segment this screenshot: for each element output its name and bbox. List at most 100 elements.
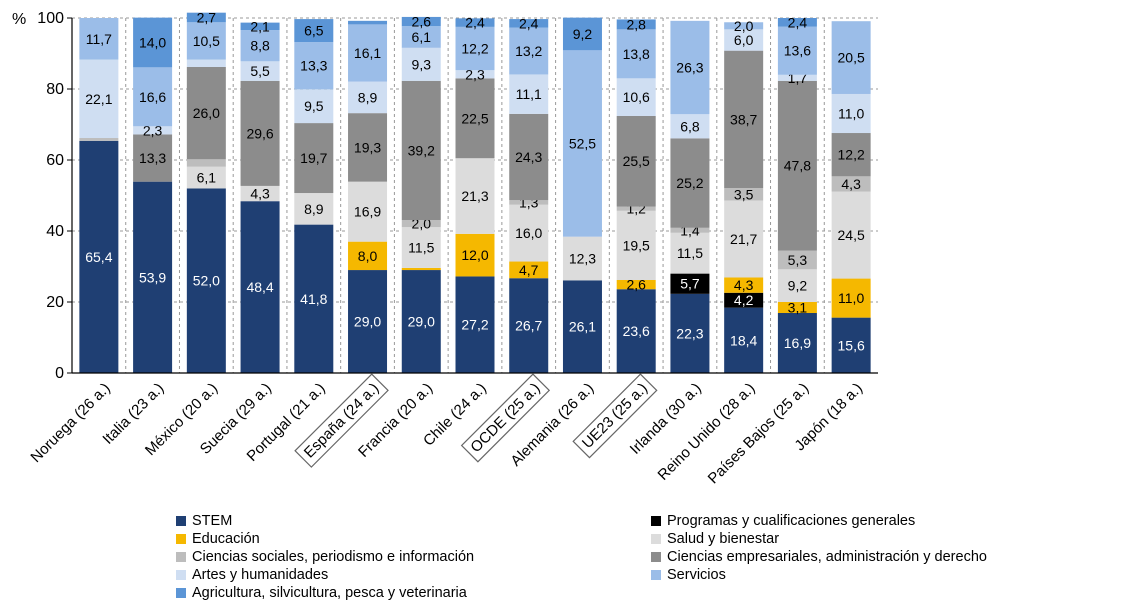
legend-label: STEM [192,513,233,529]
legend-swatch [651,516,661,526]
bar-segment [509,200,549,205]
legend-label: Ciencias empresariales, administración y… [667,549,987,565]
bar-segment [240,80,280,186]
y-tick-label: 60 [46,152,64,169]
x-category-label: Reino Unido (28 a.) [654,380,758,484]
data-label: 2,6 [626,277,646,293]
bar-segment [670,293,710,373]
bar-segment [670,20,710,115]
y-axis-unit-label: % [12,11,26,28]
bar-segment [724,22,764,30]
data-label: 12,3 [569,251,596,267]
data-label: 2,3 [143,122,163,138]
bar-segment [79,59,119,138]
bar-segment [133,134,173,182]
data-label: 10,6 [623,89,650,105]
bar-segment [186,66,226,160]
data-label: 16,1 [354,45,381,61]
bar-segment [670,232,710,274]
bar-segment [348,270,388,373]
bar-segment [455,18,495,27]
bar-segment [724,292,764,308]
legend-item: Ciencias sociales, periodismo e informac… [176,548,474,566]
y-tick-label: 100 [37,10,64,27]
data-label: 9,2 [788,278,808,294]
data-label: 5,5 [250,63,270,79]
bar-segment [79,137,119,141]
bar-segment [509,278,549,373]
bar-segment [455,276,495,373]
bar-segment [509,261,549,279]
data-label: 11,5 [677,245,703,261]
data-label: 4,3 [250,186,270,202]
bar-segment [348,81,388,114]
data-label: 22,1 [85,91,112,107]
bar-segment [294,19,334,43]
x-category-text: Países Bajos (25 a.) [705,380,813,488]
bar-segment [348,241,388,271]
data-label: 4,7 [519,262,539,278]
data-label: 2,6 [412,14,432,30]
data-label: 6,5 [304,23,324,39]
x-category-text: Reino Unido (28 a.) [654,380,758,484]
bar-segment [831,133,871,177]
bar-segment [616,279,656,290]
bar-segment [670,273,710,294]
bar-segment [348,181,388,242]
bar-segment [562,236,602,281]
bar-segment [240,30,280,62]
bar-segment [616,115,656,207]
legend-label: Artes y humanidades [192,567,329,583]
bar-segment [294,42,334,90]
bar-segment [777,302,817,314]
data-label: 13,3 [139,150,166,166]
legend-label: Servicios [667,567,726,583]
data-label: 39,2 [408,142,435,158]
bar-segment [401,267,441,271]
y-tick-label: 40 [46,223,64,240]
bar-segment [186,22,226,60]
data-label: 52,0 [193,273,220,289]
bar-segment [509,74,549,114]
legend-item: Educación [176,530,474,548]
bar-segment [509,113,549,201]
bar-segment [777,18,817,27]
data-label: 16,0 [515,225,542,241]
bar-segment [777,74,817,81]
bar-segment [240,61,280,81]
legend-label: Agricultura, silvicultura, pesca y veter… [192,585,467,601]
bar-segment [777,80,817,251]
bar-segment [724,277,764,293]
bar-segment [79,140,119,373]
bar-segment [777,313,817,373]
data-label: 29,0 [408,314,435,330]
bar-segment [348,20,388,25]
bar-segment [401,227,441,268]
data-label: 23,6 [623,323,650,339]
data-label: 20,5 [838,50,865,66]
bar-segment [294,224,334,373]
legend-column-left: STEM Educación Ciencias sociales, periodis… [176,512,474,602]
data-label: 8,9 [358,89,378,105]
bar-segment [831,93,871,134]
data-label: 22,5 [461,110,488,126]
data-label: 5,7 [680,276,700,292]
data-label: 29,0 [354,314,381,330]
data-label: 29,6 [246,125,273,141]
data-label: 16,9 [784,335,811,351]
bar-segment [616,29,656,79]
data-label: 18,4 [730,332,757,348]
data-label: 19,5 [623,237,650,253]
legend-item: Salud y bienestar [651,530,987,548]
legend-swatch [176,552,186,562]
data-label: 14,0 [139,34,166,50]
bar-segment [348,24,388,82]
y-tick-label: 20 [46,294,64,311]
data-label: 19,7 [300,150,327,166]
data-label: 26,7 [515,318,542,334]
bar-segment [562,17,602,51]
legend-swatch [651,552,661,562]
legend-label: Ciencias sociales, periodismo e informac… [192,549,475,565]
data-label: 6,1 [197,170,217,186]
data-label: 9,3 [412,56,432,72]
